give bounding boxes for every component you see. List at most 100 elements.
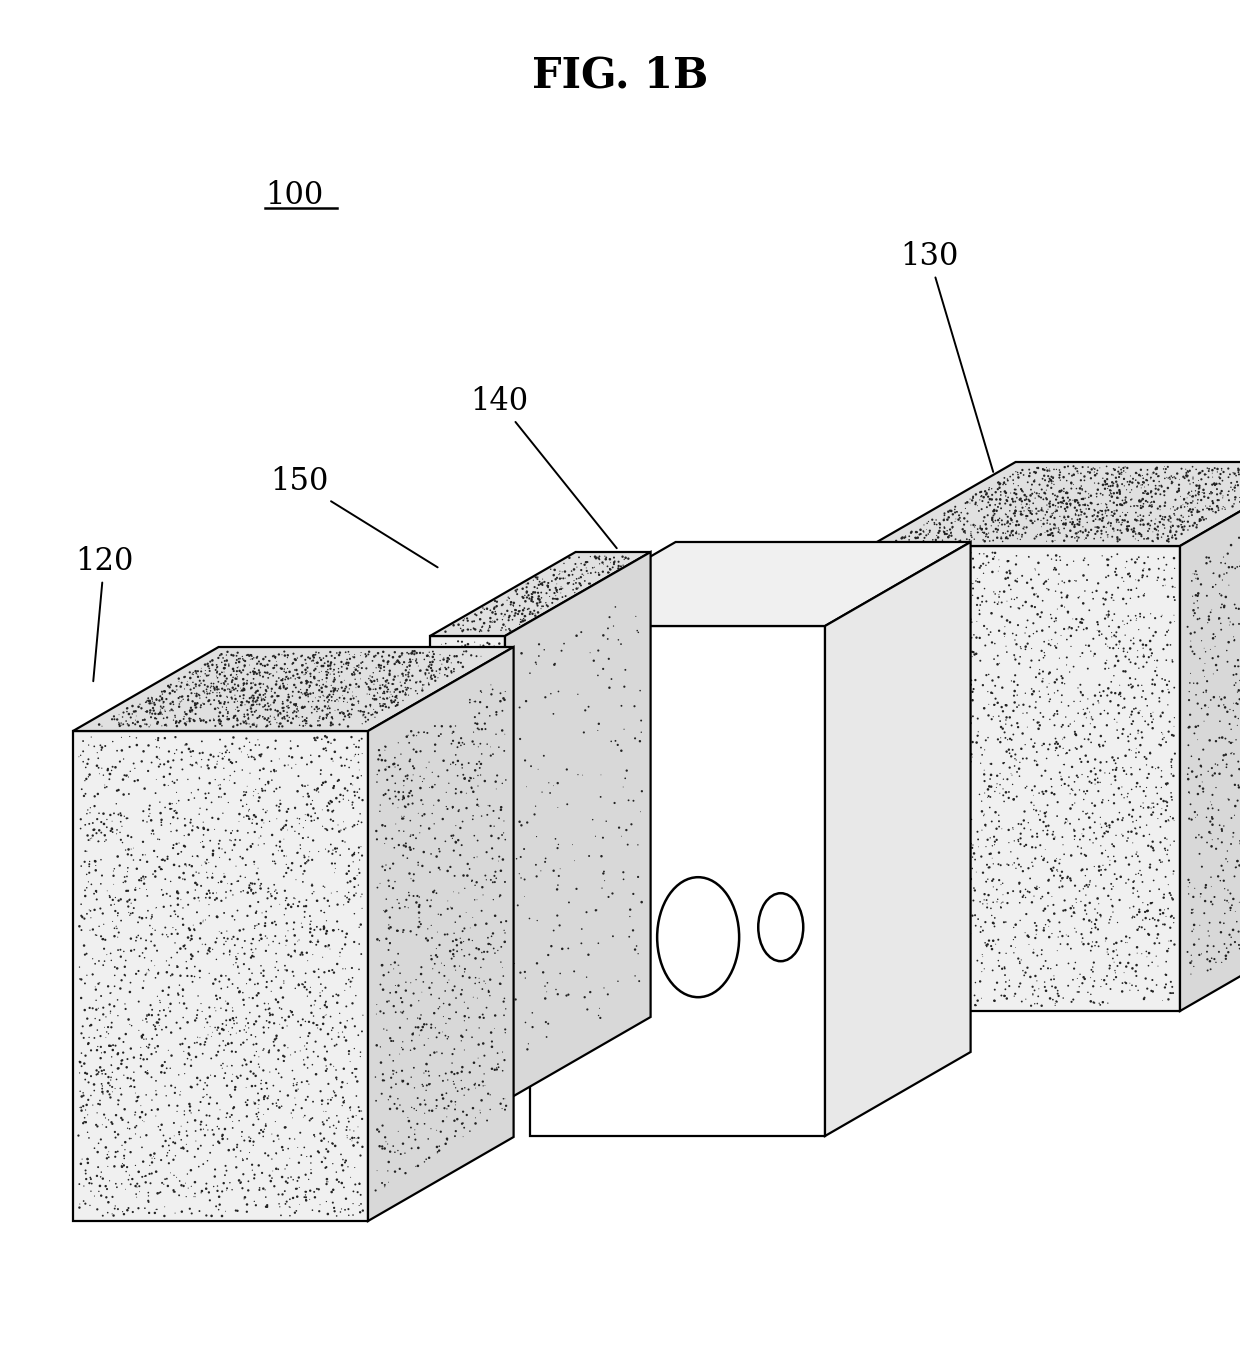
Point (319, 655, 339, 677)
Point (1151, 904, 1171, 925)
Point (1043, 989, 1063, 1011)
Point (1138, 835, 1158, 857)
Point (432, 877, 451, 898)
Point (993, 785, 1013, 807)
Point (316, 708, 336, 730)
Point (446, 782, 466, 804)
Point (118, 857, 138, 878)
Point (939, 524, 959, 546)
Point (185, 692, 205, 713)
Point (387, 685, 407, 707)
Point (926, 601, 946, 623)
Point (1078, 875, 1097, 897)
Point (73, 1096, 93, 1117)
Point (1008, 716, 1028, 738)
Point (1157, 554, 1177, 576)
Point (1004, 755, 1024, 777)
Point (190, 961, 210, 982)
Point (926, 816, 946, 838)
Point (427, 944, 446, 966)
Point (100, 886, 120, 908)
Point (1180, 492, 1200, 513)
Point (196, 712, 216, 734)
Point (301, 696, 321, 717)
Point (294, 844, 314, 866)
Point (119, 766, 139, 788)
Point (435, 632, 455, 654)
Point (227, 657, 247, 678)
Point (1120, 979, 1140, 1001)
Point (942, 567, 962, 589)
Point (878, 709, 898, 731)
Point (1092, 484, 1112, 505)
Point (294, 1054, 314, 1075)
Point (184, 690, 203, 712)
Point (1190, 508, 1210, 530)
Point (906, 569, 926, 590)
Point (1038, 474, 1058, 496)
Point (1024, 798, 1044, 820)
Point (432, 715, 451, 736)
Point (229, 1170, 249, 1192)
Point (109, 804, 129, 825)
Point (916, 524, 936, 546)
Point (1163, 863, 1183, 885)
Point (1143, 792, 1163, 813)
Point (284, 643, 304, 665)
Point (1096, 816, 1116, 838)
Point (248, 1082, 268, 1104)
Point (145, 694, 165, 716)
Point (605, 596, 625, 617)
Point (872, 896, 892, 917)
Point (335, 885, 355, 907)
Point (285, 1088, 305, 1109)
Point (1099, 604, 1118, 626)
Point (71, 969, 91, 990)
Point (999, 757, 1019, 778)
Point (993, 892, 1013, 913)
Point (377, 757, 397, 778)
Point (117, 765, 136, 786)
Point (603, 882, 622, 904)
Point (939, 993, 959, 1015)
Point (100, 763, 120, 785)
Point (895, 957, 915, 978)
Point (1007, 486, 1027, 508)
Point (1219, 458, 1239, 480)
Point (227, 663, 247, 685)
Point (1223, 613, 1240, 635)
Point (115, 1098, 135, 1120)
Point (196, 1008, 216, 1029)
Point (461, 777, 481, 798)
Point (112, 712, 131, 734)
Point (237, 973, 257, 994)
Point (538, 577, 558, 598)
Point (118, 825, 138, 847)
Point (629, 943, 649, 965)
Point (1084, 646, 1104, 667)
Point (956, 900, 976, 921)
Point (419, 662, 439, 684)
Point (403, 665, 423, 686)
Point (221, 880, 241, 901)
Point (1132, 705, 1152, 727)
Point (609, 551, 629, 573)
Point (412, 1019, 432, 1040)
Point (279, 707, 299, 728)
Point (472, 785, 492, 807)
Point (1111, 494, 1131, 516)
Point (1148, 516, 1168, 538)
Point (250, 875, 270, 897)
Point (495, 1021, 515, 1043)
Point (1183, 467, 1203, 489)
Point (254, 993, 274, 1015)
Point (200, 1105, 219, 1127)
Point (93, 1084, 113, 1105)
Point (875, 720, 895, 742)
Point (288, 1078, 308, 1100)
Point (903, 730, 923, 751)
Point (1145, 513, 1164, 535)
Point (909, 662, 929, 684)
Point (386, 1001, 405, 1023)
Point (317, 661, 337, 682)
